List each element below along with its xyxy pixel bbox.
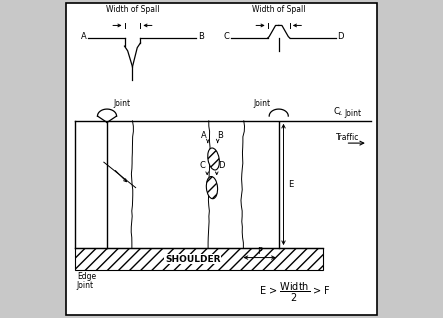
Text: A: A — [81, 32, 86, 41]
Text: D: D — [338, 32, 344, 41]
Text: B: B — [217, 131, 223, 140]
Bar — [75, 248, 323, 270]
Text: A: A — [201, 131, 207, 140]
Text: Width of Spall: Width of Spall — [252, 5, 306, 14]
Text: $\mathsf{C}_L$: $\mathsf{C}_L$ — [333, 105, 344, 118]
Text: Width of Spall: Width of Spall — [106, 5, 159, 14]
Text: E: E — [288, 180, 294, 189]
Text: D: D — [218, 161, 225, 170]
Ellipse shape — [206, 176, 218, 199]
Text: B: B — [198, 32, 203, 41]
Text: C: C — [224, 32, 229, 41]
Text: Joint: Joint — [113, 99, 131, 108]
Text: Joint: Joint — [253, 99, 270, 108]
Text: F: F — [257, 247, 262, 256]
Text: Edge: Edge — [77, 272, 96, 281]
Ellipse shape — [208, 148, 219, 170]
Text: SHOULDER: SHOULDER — [165, 255, 221, 264]
Text: E > $\dfrac{\rm Width}{2}$ > F: E > $\dfrac{\rm Width}{2}$ > F — [259, 281, 330, 304]
Text: Joint: Joint — [77, 281, 94, 290]
Text: Joint: Joint — [344, 109, 361, 118]
Text: Traffic: Traffic — [336, 133, 359, 142]
Text: C: C — [199, 161, 206, 170]
